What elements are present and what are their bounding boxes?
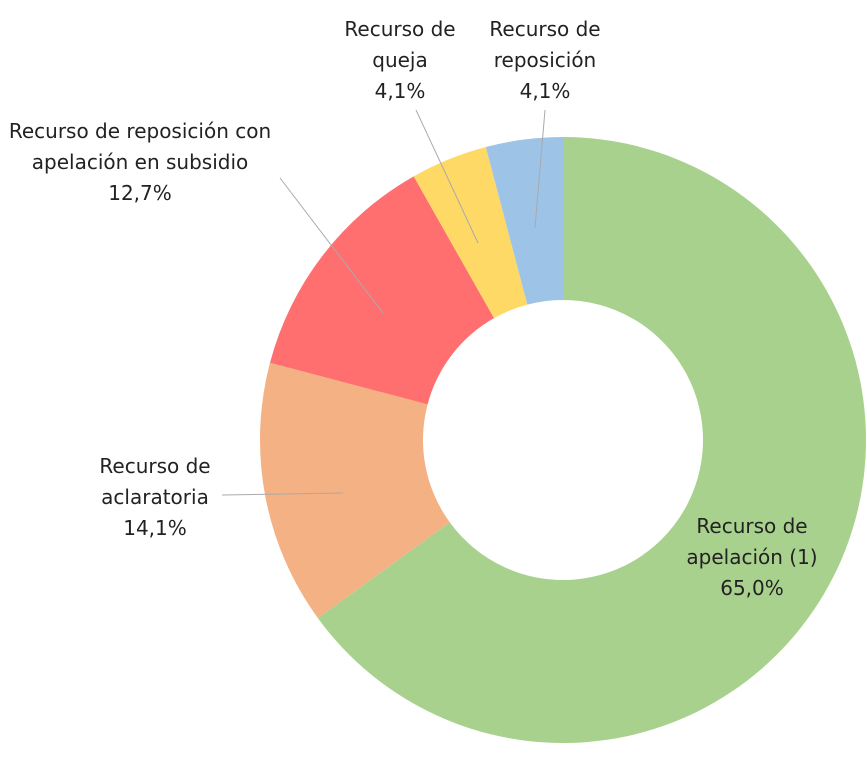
donut-slice — [485, 137, 563, 305]
donut-slice — [317, 137, 866, 744]
category-label: Recurso de apelación (1) — [686, 514, 818, 569]
value-label: 14,1% — [123, 516, 187, 540]
slice-label: Recurso de reposición 4,1% — [475, 14, 615, 107]
donut-slice — [259, 362, 450, 619]
category-label: Recurso de reposición — [489, 17, 601, 72]
category-label: Recurso de reposición con apelación en s… — [8, 119, 272, 174]
donut-slice — [413, 146, 528, 319]
category-label: Recurso de aclaratoria — [99, 454, 211, 509]
slice-label: Recurso de reposición con apelación en s… — [0, 116, 285, 209]
slice-label: Recurso de queja 4,1% — [330, 14, 470, 107]
value-label: 4,1% — [374, 79, 426, 103]
category-label: Recurso de queja — [344, 17, 456, 72]
leader-line — [279, 177, 384, 314]
leader-line — [534, 109, 546, 229]
slice-label: Recurso de apelación (1) 65,0% — [667, 511, 837, 604]
leader-line — [415, 109, 479, 244]
donut-slice — [269, 176, 495, 405]
slice-label: Recurso de aclaratoria 14,1% — [75, 451, 235, 544]
value-label: 12,7% — [108, 181, 172, 205]
value-label: 4,1% — [519, 79, 571, 103]
value-label: 65,0% — [720, 576, 784, 600]
leader-line — [221, 492, 344, 496]
